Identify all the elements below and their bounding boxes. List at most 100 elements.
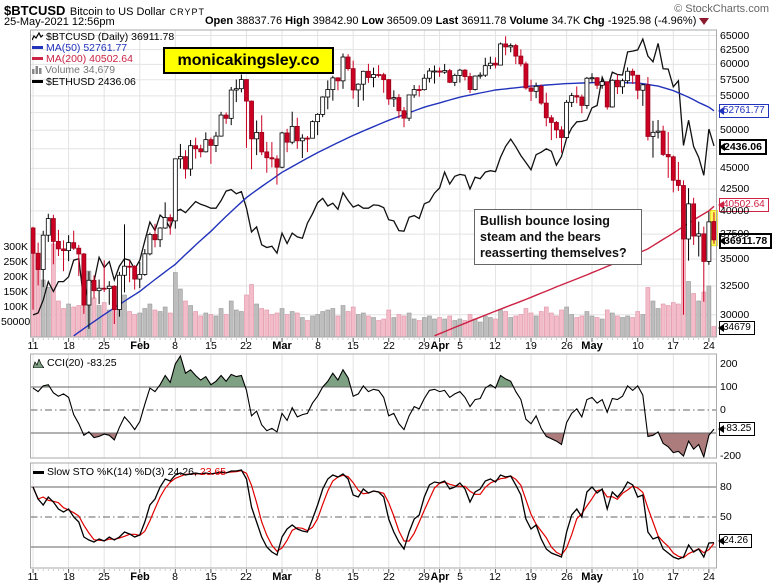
x-axis-label: 11 (27, 571, 39, 583)
sto-legend[interactable]: Slow STO %K(14) %D(3) 24.26, 23.65 (33, 466, 226, 478)
volume-axis-label: 200K (3, 271, 28, 283)
x-axis-label: 5 (457, 340, 463, 352)
legend-eth-label: $ETHUSD 2436.06 (46, 75, 136, 88)
x-axis-label: 25 (98, 340, 110, 352)
x-axis-label: 26 (561, 571, 573, 583)
y-axis-label: 60000 (720, 58, 750, 70)
x-axis-label: 8 (172, 571, 178, 583)
cci-area-icon (33, 358, 44, 368)
cci-legend-value: -83.25 (86, 357, 117, 369)
cci-axis-label: -200 (720, 450, 742, 462)
symbol-exchange: CRYPT (169, 7, 206, 17)
x-axis-label: Apr (430, 571, 450, 583)
x-axis-label: 22 (240, 571, 252, 583)
chg-label: Chg (583, 15, 605, 27)
last-label: Last (435, 15, 459, 27)
chart-icon (32, 32, 43, 41)
y-axis-label: 42500 (720, 183, 750, 195)
x-axis-label: 12 (489, 571, 501, 583)
copyright[interactable]: © StockCharts.com (674, 3, 769, 15)
open-value: 38837.76 (236, 15, 283, 27)
cci-legend[interactable]: CCI(20) -83.25 (33, 357, 117, 369)
x-axis-label: Mar (272, 571, 292, 583)
x-axis-label: 22 (240, 340, 252, 352)
legend-volume-label: Volume 34,679 (45, 63, 116, 76)
x-axis-label: 22 (383, 340, 395, 352)
legend-volume-row[interactable]: Volume 34,679 (32, 63, 116, 76)
x-axis-label: May (581, 571, 603, 583)
y-axis-label: 40000 (720, 205, 750, 217)
sto-legend-d: 23.65 (199, 466, 227, 478)
x-axis-label: 18 (63, 571, 75, 583)
cci-axis-label: 200 (720, 358, 738, 370)
symbol-description: Bitcoin to US Dollar (69, 6, 166, 18)
y-axis-label: 35000 (720, 253, 750, 265)
x-axis-label: 15 (205, 571, 217, 583)
volume-label: Volume (509, 15, 549, 27)
x-axis-label: 8 (315, 340, 321, 352)
change-down-icon (699, 17, 710, 25)
legend-eth-row[interactable]: $ETHUSD 2436.06 (32, 75, 136, 88)
last-price-tag: 36911.78 (719, 233, 773, 249)
volume-axis-label: 150K (3, 286, 28, 298)
y-axis-label: 62500 (720, 44, 750, 56)
volume-value: 34.7K (551, 15, 581, 27)
sto-line-icon (33, 470, 44, 474)
eth-line-icon (32, 80, 43, 83)
last-value: 36911.78 (461, 15, 507, 27)
x-axis-label: 25 (98, 571, 110, 583)
x-axis-label: 15 (205, 340, 217, 352)
x-axis-label: Mar (272, 340, 292, 352)
x-axis-label: Feb (130, 340, 150, 352)
x-axis-label: 15 (347, 571, 359, 583)
x-axis-label: 10 (632, 340, 644, 352)
x-axis-label: 11 (27, 340, 39, 352)
ma200-price-tag: 40502.64 (718, 198, 769, 212)
watermark-banner[interactable]: monicakingsley.co (163, 47, 334, 74)
open-label: Open (205, 15, 234, 27)
cci-axis-label: 0 (720, 404, 726, 416)
sto-axis-label: 80 (720, 481, 732, 493)
x-axis-label: 15 (347, 340, 359, 352)
legend-main-label: $BTCUSD (Daily) 36911.78 (46, 30, 175, 43)
volume-tag: 34679 (718, 321, 755, 335)
cci-value-tag: -83.25 (717, 422, 756, 436)
legend-ma50-row[interactable]: MA(50) 52761.77 (32, 41, 128, 54)
x-axis-label: 19 (525, 571, 537, 583)
quote-summary: Open 38837.76 High 39842.90 Low 36509.09… (205, 15, 710, 27)
ma50-line-icon (32, 46, 43, 49)
x-axis-label: 18 (63, 340, 75, 352)
y-axis-label: 30000 (720, 309, 750, 321)
x-axis-label: 19 (525, 340, 537, 352)
chg-value: -1925.98 (-4.96%) (607, 15, 697, 27)
y-axis-label: 65000 (720, 30, 750, 42)
header-line1: $BTCUSD Bitcoin to US Dollar CRYPT (4, 2, 205, 20)
y-axis-label: 50000 (720, 124, 750, 136)
x-axis-label: 17 (667, 571, 679, 583)
volume-axis-label: 300K (3, 241, 28, 253)
y-axis-label: 57500 (720, 74, 750, 86)
x-axis-label: Feb (130, 571, 150, 583)
volume-bars-icon (32, 66, 42, 74)
cci-legend-name: CCI(20) (47, 357, 84, 369)
x-axis-label: 29 (418, 571, 430, 583)
legend-ma200-row[interactable]: MA(200) 40502.64 (32, 53, 133, 65)
x-axis-label: 24 (703, 571, 715, 583)
x-axis-label: 8 (315, 571, 321, 583)
x-axis-label: 29 (418, 340, 430, 352)
sto-value-tag: 24.26 (717, 534, 753, 548)
x-axis-label: 26 (561, 340, 573, 352)
x-axis-label: 8 (172, 340, 178, 352)
ma50-price-tag: 52761.77 (718, 104, 769, 118)
low-value: 36509.09 (386, 15, 433, 27)
legend-ma50-label: MA(50) 52761.77 (46, 41, 128, 54)
low-label: Low (361, 15, 384, 27)
volume-axis-label: 50000 (1, 316, 31, 328)
sto-legend-k: 24.26, (167, 466, 197, 478)
x-axis-label: 24 (703, 340, 715, 352)
legend-main-row[interactable]: $BTCUSD (Daily) 36911.78 (32, 30, 175, 43)
symbol-title[interactable]: $BTCUSD (4, 3, 66, 18)
y-axis-label: 32500 (720, 280, 750, 292)
